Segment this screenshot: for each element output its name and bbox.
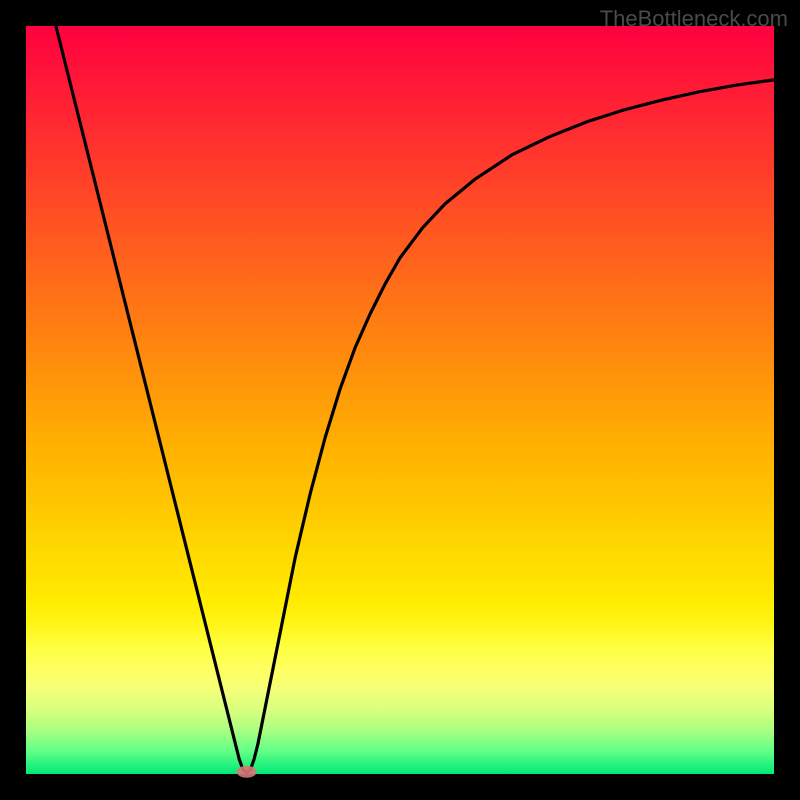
chart-svg [0, 0, 800, 800]
optimal-marker [237, 766, 257, 778]
attribution-text: TheBottleneck.com [600, 6, 788, 32]
plot-background [26, 26, 774, 774]
bottleneck-chart: TheBottleneck.com [0, 0, 800, 800]
